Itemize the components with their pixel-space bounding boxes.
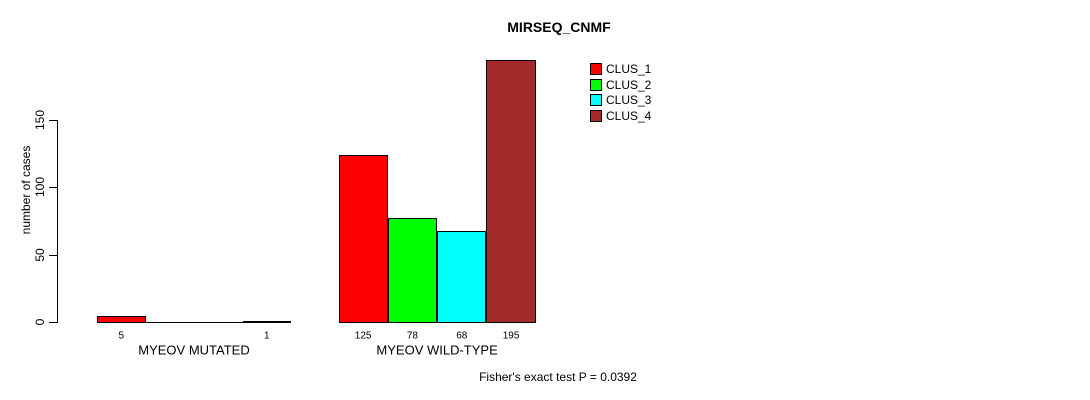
legend-row: CLUS_3 (590, 93, 651, 107)
bar-value-label: 1 (263, 330, 270, 342)
x-group-label: MYEOV MUTATED (138, 342, 250, 358)
bar (338, 155, 388, 323)
y-tick (49, 254, 57, 256)
bar-value-label: 5 (118, 330, 125, 342)
legend-label: CLUS_2 (606, 77, 652, 92)
legend-label: CLUS_1 (606, 62, 652, 76)
bar (437, 231, 487, 323)
legend-row: CLUS_1 (590, 62, 651, 76)
bar (242, 321, 291, 323)
legend-swatch (590, 109, 602, 122)
legend-label: CLUS_3 (606, 93, 652, 107)
y-tick (49, 322, 57, 323)
bar (97, 316, 146, 323)
y-tick-label: 50 (33, 247, 47, 262)
bar-value-label: 195 (502, 330, 520, 342)
legend-row: CLUS_2 (590, 78, 651, 92)
y-tick (49, 187, 57, 189)
bar (387, 218, 438, 323)
y-axis-label: number of cases (19, 145, 33, 235)
bar (194, 322, 243, 323)
legend-swatch (590, 94, 602, 106)
y-tick-label: 100 (33, 177, 47, 198)
chart-title: MIRSEQ_CNMF (507, 19, 611, 35)
y-axis-line (57, 119, 58, 323)
bar-value-label: 68 (456, 330, 468, 342)
bar (486, 60, 536, 323)
legend-label: CLUS_4 (606, 108, 652, 123)
bar-value-label: 78 (406, 330, 418, 342)
y-tick-label: 150 (33, 109, 47, 130)
y-tick (49, 119, 57, 121)
bar-value-label: 125 (354, 330, 372, 342)
legend-swatch (590, 78, 602, 91)
x-group-label: MYEOV WILD-TYPE (376, 342, 498, 358)
legend-swatch (590, 63, 602, 75)
annotation-text: Fisher's exact test P = 0.0392 (479, 370, 637, 384)
bar (145, 322, 194, 323)
legend-row: CLUS_4 (590, 109, 651, 123)
y-tick-label: 0 (33, 318, 47, 326)
